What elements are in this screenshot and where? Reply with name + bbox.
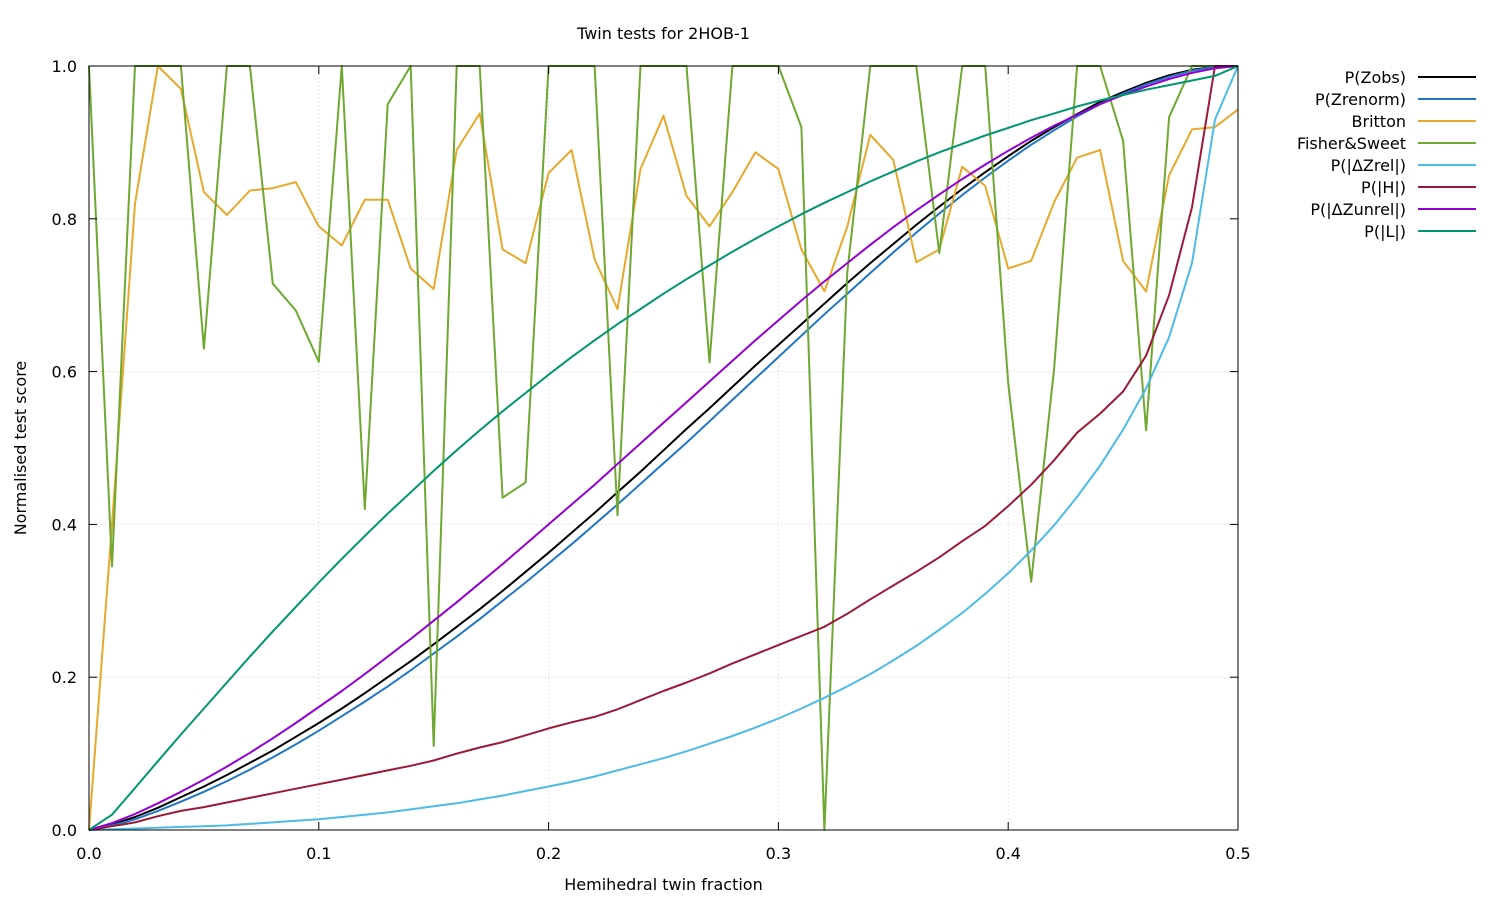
- legend-label: Britton: [1352, 112, 1406, 131]
- ticks: 0.0 0.1 0.2 0.3 0.4 0.5 0.0 0.2 0.4 0.6 0.8 1.0: [52, 57, 1251, 863]
- legend-label: P(Zobs): [1345, 68, 1406, 87]
- x-tick-label: 0.3: [766, 844, 791, 863]
- y-tick-label: 0.6: [52, 363, 77, 382]
- y-tick-label: 0.8: [52, 210, 77, 229]
- y-tick-label: 0.2: [52, 668, 77, 687]
- legend: P(Zobs) P(Zrenorm) Britton Fisher&Sweet P(|Δ…: [1297, 68, 1476, 241]
- series-line-britton: [88, 65, 1239, 831]
- y-tick-label: 0.4: [52, 515, 77, 534]
- legend-label: P(|H|): [1361, 178, 1406, 197]
- y-tick-label: 0.0: [52, 821, 77, 840]
- x-axis-title: Hemihedral twin fraction: [564, 875, 762, 894]
- series-line-p-zrenorm: [88, 65, 1239, 831]
- series-line-p-zunrel: [88, 65, 1239, 831]
- legend-label: P(|L|): [1364, 222, 1406, 241]
- grid: [89, 66, 1238, 830]
- series-line-p-zrel: [88, 65, 1239, 831]
- x-tick-label: 0.1: [306, 844, 331, 863]
- y-tick-label: 1.0: [52, 57, 77, 76]
- series-layer: [88, 65, 1239, 831]
- x-tick-label: 0.5: [1225, 844, 1250, 863]
- legend-label: Fisher&Sweet: [1297, 134, 1406, 153]
- y-axis-title: Normalised test score: [11, 361, 30, 536]
- series-line-p-l: [88, 65, 1239, 831]
- x-tick-label: 0.2: [536, 844, 561, 863]
- series-line-p-h: [88, 65, 1238, 831]
- chart-title: Twin tests for 2HOB-1: [576, 24, 750, 43]
- x-tick-label: 0.4: [995, 844, 1020, 863]
- legend-label: P(|ΔZrel|): [1331, 156, 1406, 175]
- series-line-p-zobs: [88, 65, 1239, 831]
- plot-frame: [88, 65, 1239, 831]
- legend-label: P(Zrenorm): [1315, 90, 1406, 109]
- legend-label: P(|ΔZunrel|): [1310, 200, 1406, 219]
- x-tick-label: 0.0: [76, 844, 101, 863]
